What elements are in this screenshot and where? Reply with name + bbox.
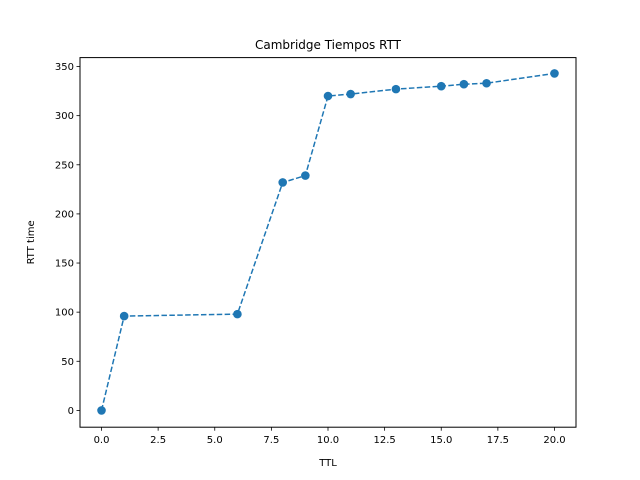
y-axis-ticks: 0 50 100 150 200 250 300 350 [55, 62, 80, 417]
data-point-marker [346, 89, 355, 99]
y-tick-label: 250 [55, 160, 74, 171]
data-point-marker [459, 79, 469, 89]
data-point-marker [301, 171, 310, 180]
chart-title: Cambridge Tiempos RTT [255, 38, 402, 52]
x-tick-label: 15.0 [430, 435, 452, 446]
plot-area [97, 69, 559, 415]
data-point-marker [323, 91, 333, 101]
x-tick-label: 2.5 [150, 435, 166, 446]
data-point-marker [550, 69, 559, 78]
x-tick-label: 17.5 [487, 435, 509, 446]
data-point-marker [233, 309, 242, 319]
x-tick-label: 0.0 [94, 435, 110, 446]
data-point-marker [391, 84, 401, 94]
data-point-marker [119, 311, 129, 321]
data-point-marker [482, 78, 491, 88]
data-point-marker [97, 406, 106, 415]
data-point-marker [436, 81, 446, 91]
y-tick-label: 0 [68, 406, 74, 417]
data-point-marker [278, 178, 288, 187]
y-tick-label: 50 [61, 357, 74, 368]
x-tick-label: 5.0 [207, 435, 223, 446]
x-tick-label: 10.0 [317, 435, 339, 446]
y-tick-label: 100 [55, 308, 74, 319]
y-axis-label: RTT time [26, 220, 37, 264]
x-tick-label: 20.0 [543, 435, 565, 446]
y-tick-label: 350 [55, 62, 74, 73]
x-tick-label: 12.5 [373, 435, 395, 446]
y-tick-label: 150 [55, 259, 74, 270]
y-tick-label: 200 [55, 209, 74, 220]
y-tick-label: 300 [55, 111, 74, 122]
x-tick-label: 7.5 [263, 435, 279, 446]
x-axis-label: TTL [318, 458, 337, 469]
x-axis-ticks: 0.0 2.5 5.0 7.5 10.0 12.5 15.0 17.5 20.0 [94, 427, 566, 446]
